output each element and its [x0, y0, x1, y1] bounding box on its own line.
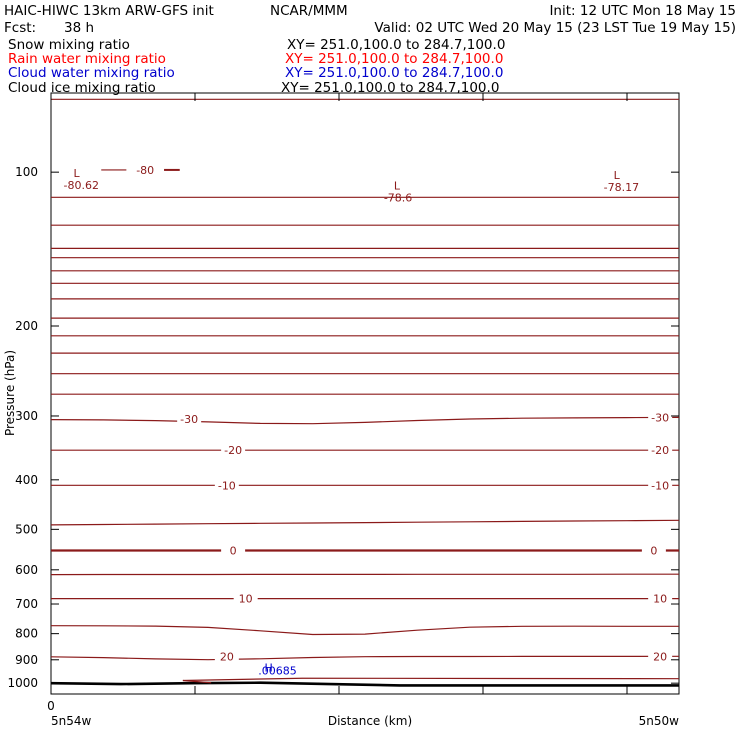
- legend-cloud-water-xy: XY= 251.0,100.0 to 284.7,100.0: [285, 65, 503, 81]
- y-axis-label: Pressure (hPa): [3, 350, 17, 436]
- low-value: -78.6: [384, 191, 412, 204]
- high-value: .00685: [258, 665, 297, 678]
- contour-label-bg: [233, 592, 258, 605]
- legend-cloud-ice-xy: XY= 251.0,100.0 to 284.7,100.0: [281, 80, 499, 96]
- contour-label-bg: [214, 479, 239, 492]
- contour-label: 0: [230, 544, 237, 557]
- contour-label: -30: [180, 413, 198, 426]
- y-tick-label: 300: [15, 409, 38, 423]
- contour-label: 10: [653, 593, 667, 606]
- x-tick-zero: 0: [47, 699, 55, 713]
- contour-label-bg: [648, 444, 673, 457]
- model-title: HAIC-HIWC 13km ARW-GFS init: [4, 3, 214, 19]
- low-marker: L: [74, 167, 81, 180]
- contour-label-bg: [221, 444, 246, 457]
- low-marker: L: [614, 169, 621, 182]
- contour-line: [50, 416, 680, 425]
- contour-label: 10: [239, 593, 253, 606]
- x-left-label: 5n54w: [51, 714, 92, 728]
- contour-label-bg: [648, 479, 673, 492]
- legend-snow-name: Snow mixing ratio: [8, 37, 130, 53]
- y-tick-label: 200: [15, 319, 38, 333]
- y-tick-label: 600: [15, 563, 38, 577]
- contour-label: -30: [651, 412, 669, 425]
- y-tick-label: 900: [15, 653, 38, 667]
- legend-cloud-ice-name: Cloud ice mixing ratio: [8, 80, 156, 96]
- contour-label: -80: [136, 164, 154, 177]
- y-tick-label: 1000: [7, 676, 38, 690]
- contour-label-bg: [177, 413, 202, 426]
- x-axis: [50, 93, 628, 694]
- x-axis-label: Distance (km): [328, 714, 412, 728]
- low-value: -80.62: [64, 179, 99, 192]
- contour-label-bg: [221, 544, 246, 557]
- low-marker: L: [394, 179, 401, 192]
- contour-label-bg: [648, 650, 673, 663]
- y-tick-label: 700: [15, 597, 38, 611]
- contour-label-bg: [214, 650, 239, 663]
- terrain-profile: [50, 681, 679, 687]
- legend-rain-name: Rain water mixing ratio: [8, 51, 166, 67]
- cloud-water-contour: H.00685: [182, 661, 680, 684]
- contour-label-bg: [648, 411, 673, 424]
- forecast-label: Fcst:: [4, 20, 36, 36]
- contour-line: [50, 625, 679, 636]
- forecast-hours: 38 h: [64, 20, 94, 36]
- low-value: -78.17: [604, 181, 639, 194]
- contour-label: -20: [224, 444, 242, 457]
- valid-time: Valid: 02 UTC Wed 20 May 15 (23 LST Tue …: [374, 20, 736, 36]
- contour-line: [50, 519, 680, 526]
- init-time: Init: 12 UTC Mon 18 May 15: [549, 3, 736, 19]
- terrain-line: [50, 681, 679, 687]
- y-tick-label: 800: [15, 627, 38, 641]
- contour-line: [50, 655, 680, 661]
- x-right-label: 5n50w: [639, 714, 680, 728]
- contour-label: 20: [653, 650, 667, 663]
- org-label: NCAR/MMM: [270, 3, 348, 19]
- contour-label: 20: [220, 651, 234, 664]
- contour-label: -10: [218, 479, 236, 492]
- legend-cloud-water-name: Cloud water mixing ratio: [8, 65, 175, 81]
- high-marker: H: [265, 661, 273, 674]
- y-tick-label: 500: [15, 522, 38, 536]
- plot-frame: [50, 92, 680, 695]
- contour-label-bg: [648, 592, 673, 605]
- y-tick-label: 100: [15, 165, 38, 179]
- contour-line: [182, 677, 680, 682]
- contour-label: -20: [651, 444, 669, 457]
- contour-lines: [50, 98, 680, 661]
- y-tick-label: 400: [15, 473, 38, 487]
- contour-line: [182, 679, 212, 684]
- legend-snow-xy: XY= 251.0,100.0 to 284.7,100.0: [287, 37, 505, 53]
- legend-rain-xy: XY= 251.0,100.0 to 284.7,100.0: [285, 51, 503, 67]
- contour-label: 0: [650, 544, 657, 557]
- contour-label: -10: [651, 479, 669, 492]
- contour-label-bg: [641, 544, 666, 557]
- legend: Snow mixing ratio XY= 251.0,100.0 to 284…: [8, 37, 505, 96]
